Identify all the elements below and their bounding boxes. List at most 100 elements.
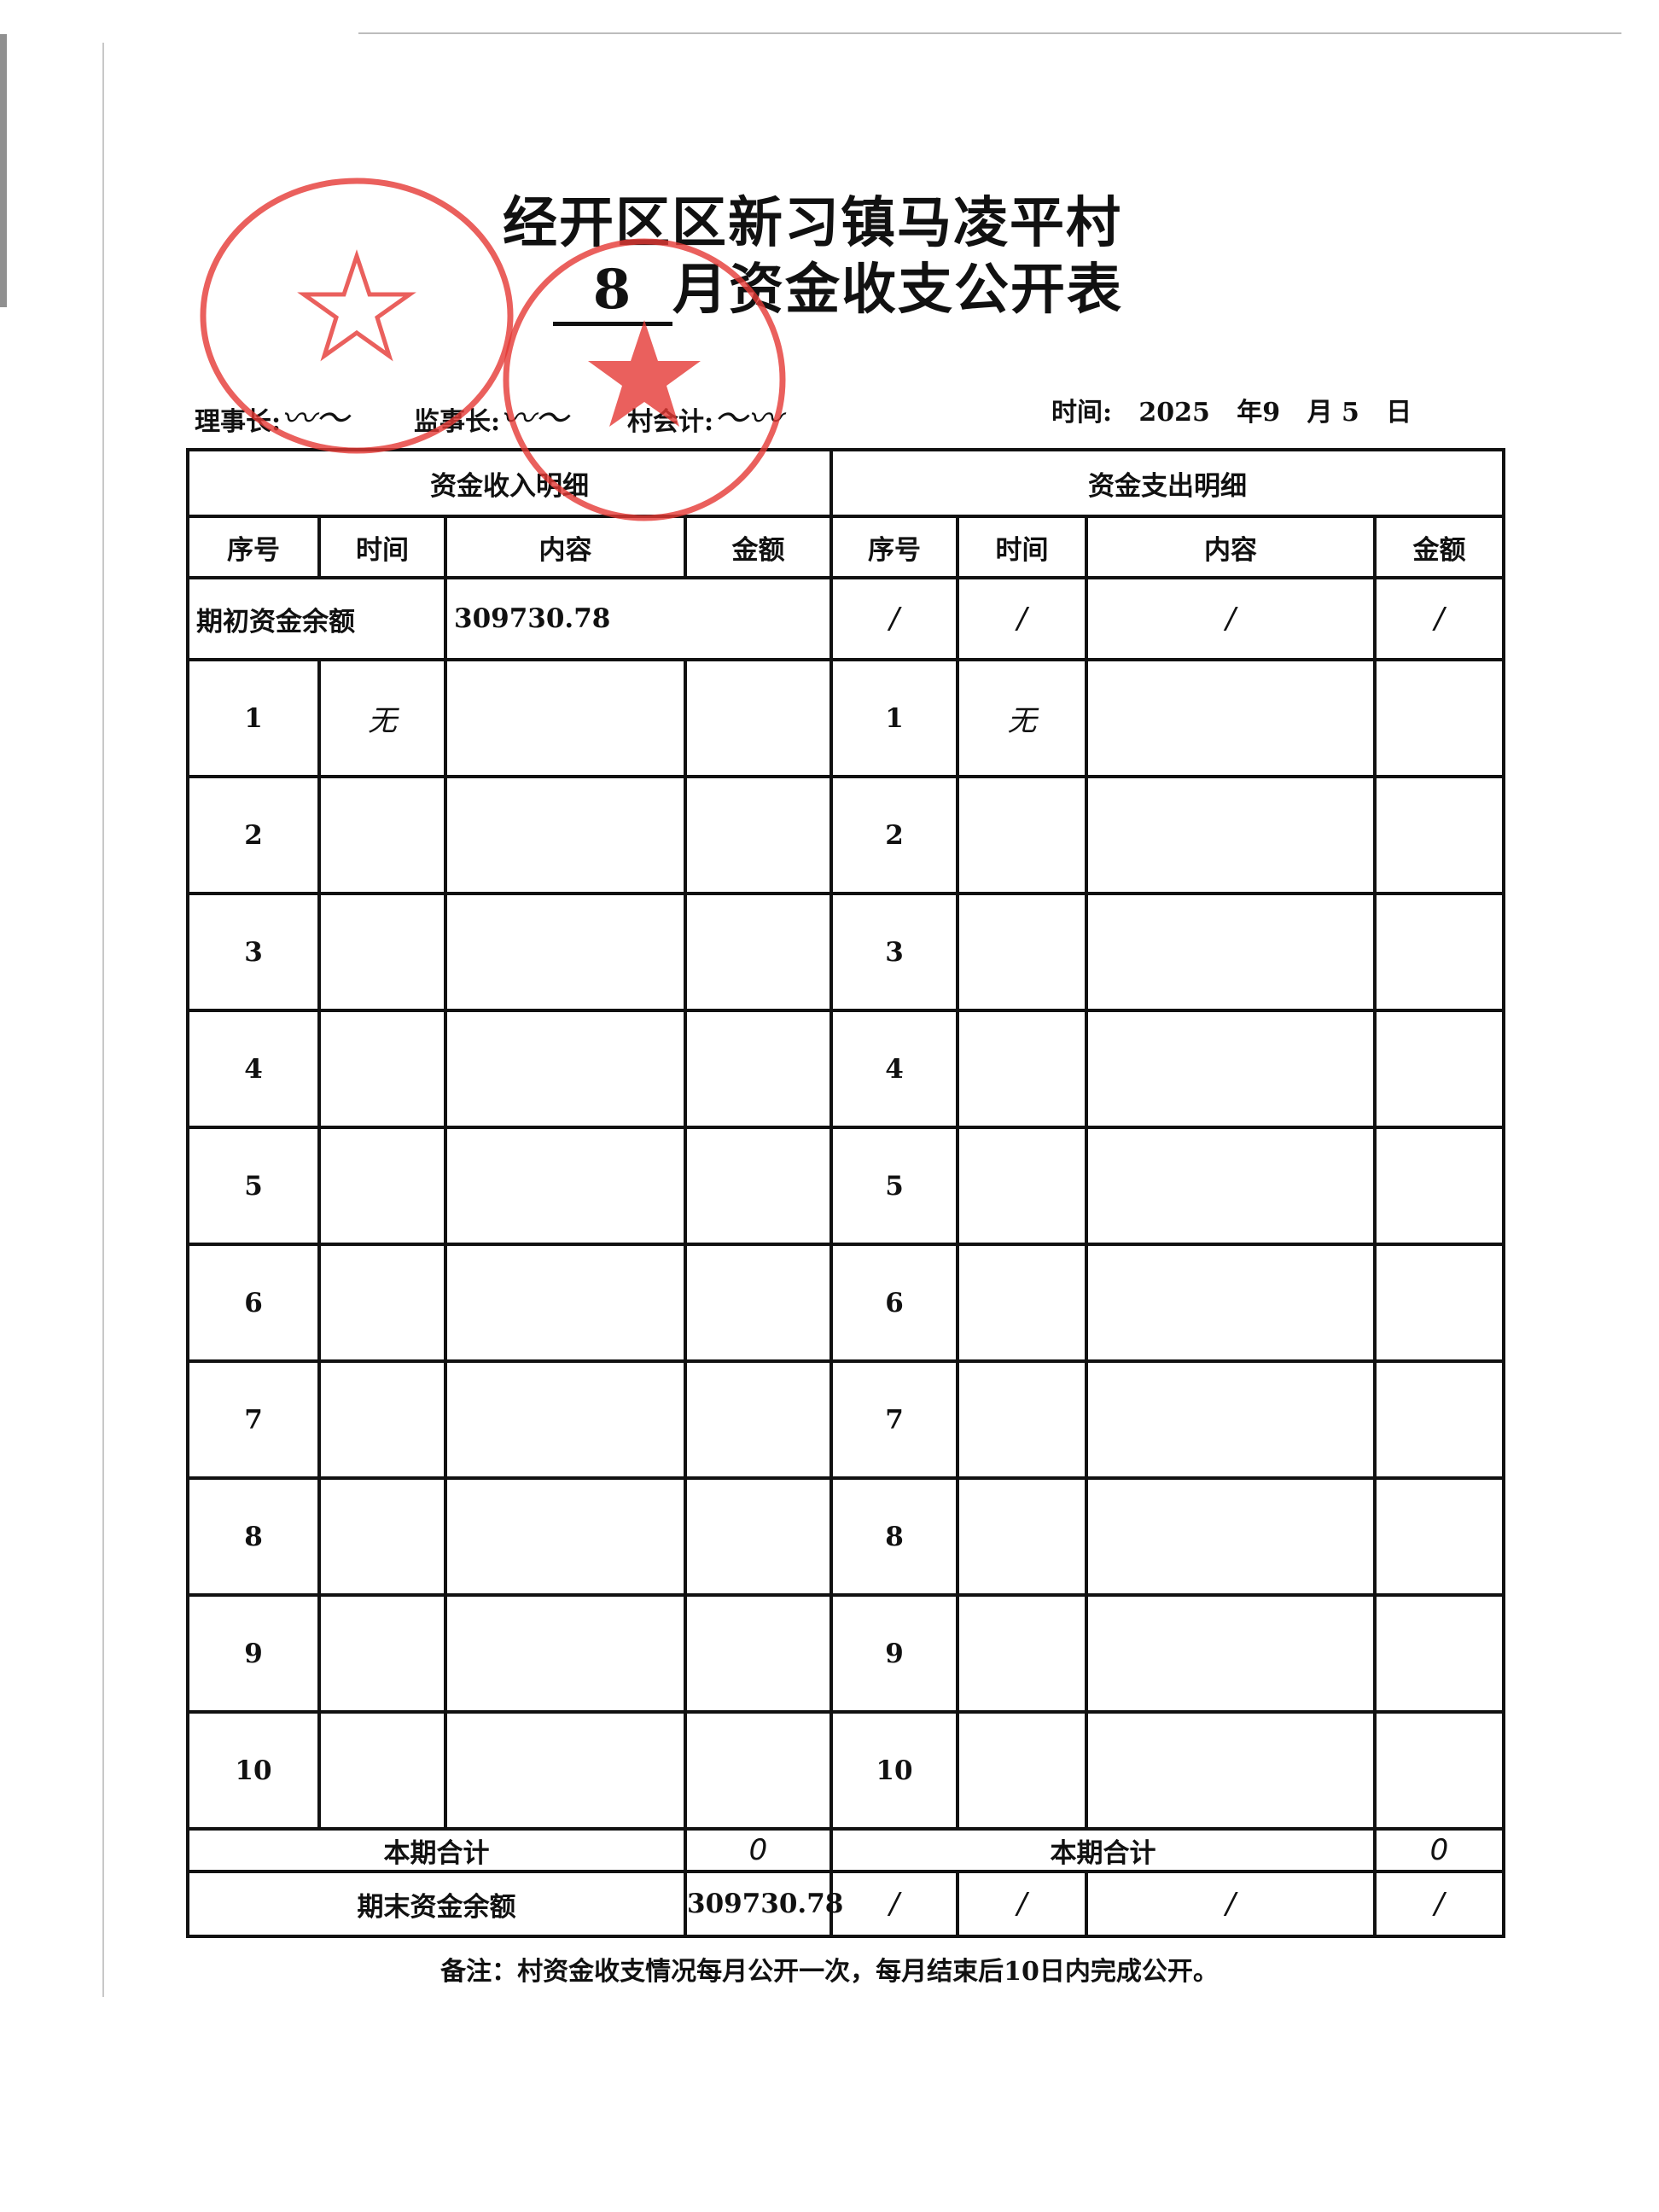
- expense-closing-cell: /: [1085, 1870, 1377, 1938]
- income-amount: [684, 1593, 833, 1714]
- scan-edge: [0, 34, 7, 307]
- income-time: [317, 1359, 447, 1480]
- expense-time: [956, 1243, 1088, 1363]
- expense-opening-cell: /: [1085, 576, 1377, 661]
- expense-no: 5: [830, 1126, 959, 1246]
- expense-no: 3: [830, 892, 959, 1012]
- expense-amount: [1373, 1476, 1505, 1597]
- income-time: [317, 1126, 447, 1246]
- expense-content: [1085, 1476, 1377, 1597]
- opening-balance-label: 期初资金余额: [186, 576, 447, 661]
- income-amount: [684, 1009, 833, 1129]
- income-content: [444, 892, 687, 1012]
- income-amount: [684, 892, 833, 1012]
- expense-content: [1085, 892, 1377, 1012]
- expense-closing-cell: /: [1373, 1870, 1505, 1938]
- income-no: 8: [186, 1476, 321, 1597]
- expense-amount: [1373, 1593, 1505, 1714]
- income-no: 9: [186, 1593, 321, 1714]
- income-time: 无: [317, 658, 447, 778]
- closing-balance-value: 309730.78: [684, 1870, 843, 1938]
- income-content: [444, 1593, 687, 1714]
- income-content: [444, 1476, 687, 1597]
- expense-time: [956, 1710, 1088, 1831]
- income-heading: 资金收入明细: [186, 448, 833, 518]
- expense-subtotal-label: 本期合计: [830, 1827, 1377, 1873]
- income-amount: [684, 658, 833, 778]
- expense-time: 无: [956, 658, 1088, 778]
- income-time: [317, 892, 447, 1012]
- income-time: [317, 775, 447, 895]
- income-no: 6: [186, 1243, 321, 1363]
- finance-table: 资金收入明细 资金支出明细 序号 时间 内容 金额 序号 时间 内容 金额 期初…: [186, 448, 1505, 1938]
- scan-edge: [102, 43, 104, 1997]
- expense-content: [1085, 658, 1377, 778]
- expense-amount: [1373, 775, 1505, 895]
- expense-amount: [1373, 1243, 1505, 1363]
- expense-content: [1085, 1710, 1377, 1831]
- expense-no: 8: [830, 1476, 959, 1597]
- title-month: 8: [553, 258, 672, 326]
- scan-edge: [358, 32, 1621, 34]
- income-time: [317, 1593, 447, 1714]
- date-year: 2025: [1138, 398, 1210, 428]
- expense-content: [1085, 1009, 1377, 1129]
- income-amount: [684, 1359, 833, 1480]
- col-header: 序号: [186, 515, 321, 579]
- expense-time: [956, 1593, 1088, 1714]
- expense-no: 2: [830, 775, 959, 895]
- expense-no: 9: [830, 1593, 959, 1714]
- col-header: 金额: [1373, 515, 1505, 579]
- col-header: 时间: [956, 515, 1088, 579]
- income-no: 2: [186, 775, 321, 895]
- expense-amount: [1373, 658, 1505, 778]
- accountant-signature: 村会计:〜〰: [627, 391, 782, 440]
- expense-amount: [1373, 1359, 1505, 1480]
- village-committee-stamp: [200, 178, 514, 454]
- expense-amount: [1373, 1126, 1505, 1246]
- day-unit: 日: [1386, 398, 1412, 428]
- income-amount: [684, 775, 833, 895]
- income-no: 5: [186, 1126, 321, 1246]
- col-header: 内容: [1085, 515, 1377, 579]
- col-header: 时间: [317, 515, 447, 579]
- expense-heading: 资金支出明细: [830, 448, 1505, 518]
- expense-no: 10: [830, 1710, 959, 1831]
- expense-no: 6: [830, 1243, 959, 1363]
- income-amount: [684, 1243, 833, 1363]
- expense-amount: [1373, 892, 1505, 1012]
- income-content: [444, 1126, 687, 1246]
- income-subtotal-label: 本期合计: [186, 1827, 687, 1873]
- expense-closing-cell: /: [830, 1870, 959, 1938]
- signature-handwriting: 〰〜: [281, 399, 350, 439]
- expense-time: [956, 1359, 1088, 1480]
- col-header: 序号: [830, 515, 959, 579]
- income-no: 3: [186, 892, 321, 1012]
- income-amount: [684, 1126, 833, 1246]
- expense-amount: [1373, 1710, 1505, 1831]
- income-time: [317, 1476, 447, 1597]
- date-label: 时间:: [1051, 398, 1113, 428]
- income-no: 4: [186, 1009, 321, 1129]
- month-unit: 月: [1307, 398, 1333, 428]
- expense-content: [1085, 1126, 1377, 1246]
- income-content: [444, 1243, 687, 1363]
- income-amount: [684, 1710, 833, 1831]
- expense-closing-cell: /: [956, 1870, 1088, 1938]
- expense-opening-cell: /: [956, 576, 1088, 661]
- opening-balance-value: 309730.78: [444, 576, 833, 661]
- income-no: 7: [186, 1359, 321, 1480]
- col-header: 金额: [684, 515, 833, 579]
- income-time: [317, 1243, 447, 1363]
- expense-time: [956, 1476, 1088, 1597]
- income-no: 10: [186, 1710, 321, 1831]
- expense-amount: [1373, 1009, 1505, 1129]
- expense-opening-cell: /: [1373, 576, 1505, 661]
